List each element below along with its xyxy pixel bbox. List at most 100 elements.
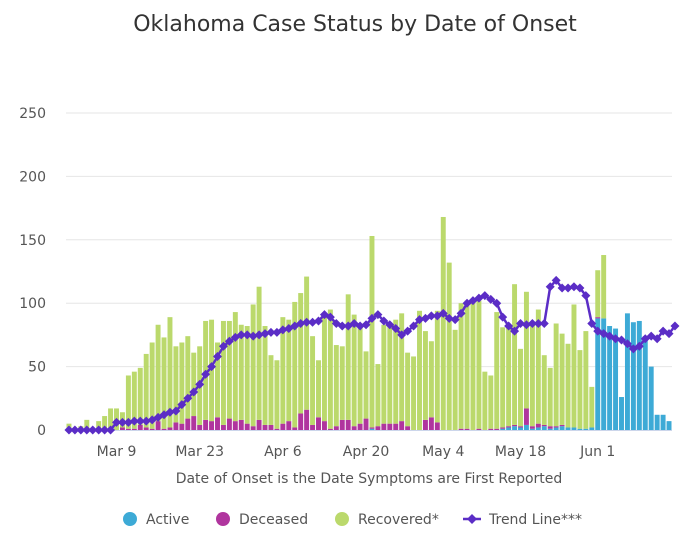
bar-deceased (422, 419, 428, 430)
trend-marker (456, 308, 466, 318)
bar-deceased (547, 426, 553, 429)
y-tick-label: 0 (37, 423, 46, 439)
bar-deceased (256, 419, 262, 430)
trend-marker (545, 282, 555, 292)
trend-marker (581, 291, 591, 301)
bar-deceased (220, 424, 226, 430)
bar-deceased (351, 426, 357, 430)
bar-deceased (179, 423, 185, 430)
trend-marker (260, 329, 270, 339)
bar-recovered (262, 326, 268, 425)
bar-active (619, 397, 624, 430)
trend-marker (296, 318, 306, 328)
trend-marker (207, 362, 217, 372)
bar-recovered (458, 303, 464, 429)
bar-active (535, 427, 541, 430)
trend-marker (189, 387, 199, 397)
legend-label: Deceased (239, 512, 308, 528)
bar-active (553, 427, 559, 430)
bar-recovered (553, 323, 559, 427)
trend-marker (438, 308, 448, 318)
bar-recovered (381, 324, 387, 424)
bar-recovered (280, 317, 286, 424)
trend-marker (527, 318, 537, 328)
chart-title: Oklahoma Case Status by Date of Onset (133, 12, 577, 37)
legend-circle-icon (123, 512, 137, 526)
bar-recovered (565, 343, 571, 428)
trend-marker (141, 416, 151, 426)
trend-marker (492, 298, 502, 308)
legend-item[interactable]: Active (123, 512, 189, 528)
x-tick-label: Mar 23 (175, 444, 224, 460)
y-tick-label: 50 (28, 360, 46, 376)
bar-recovered (476, 300, 482, 429)
y-axis-ticks: 0 50 100 150 200 250 (19, 106, 46, 439)
trend-marker (397, 330, 407, 340)
bar-deceased (381, 423, 387, 430)
bar-recovered (339, 346, 345, 420)
bars (66, 216, 672, 430)
bar-active (500, 428, 506, 430)
bar-deceased (464, 428, 470, 430)
bar-recovered (411, 356, 417, 430)
bar-recovered (84, 419, 90, 430)
bar-recovered (125, 375, 131, 429)
bar-deceased (529, 426, 535, 429)
legend-label: Active (146, 512, 189, 528)
trend-marker (367, 313, 377, 323)
trend-marker (82, 425, 92, 435)
trend-marker (575, 283, 585, 293)
trend-marker (622, 339, 632, 349)
y-tick-label: 250 (19, 106, 46, 122)
bar-deceased (215, 417, 220, 430)
bar-recovered (250, 304, 256, 427)
x-tick-label: Apr 6 (264, 444, 302, 460)
legend-item[interactable]: Deceased (216, 512, 308, 528)
bar-recovered (232, 312, 238, 422)
bar-recovered (298, 293, 304, 414)
bar-recovered (191, 352, 197, 417)
bar-deceased (286, 421, 292, 430)
bar-recovered (179, 342, 185, 424)
bar-recovered (523, 291, 529, 409)
bar-recovered (226, 320, 232, 419)
bar-recovered (464, 300, 470, 429)
trend-marker (177, 400, 187, 410)
bar-recovered (310, 336, 316, 425)
legend-item[interactable]: Recovered* (335, 512, 439, 528)
bar-deceased (250, 426, 256, 430)
trend-marker (373, 310, 383, 320)
x-tick-label: Mar 9 (97, 444, 137, 460)
legend-label: Recovered* (358, 512, 439, 528)
bar-active (624, 313, 630, 430)
bar-recovered (452, 329, 458, 430)
bar-recovered (102, 416, 108, 430)
bar-active (547, 428, 553, 430)
trend-marker (444, 313, 454, 323)
legend-item[interactable]: Trend Line*** (463, 512, 582, 528)
bar-recovered (173, 346, 179, 423)
bar-recovered (137, 367, 143, 425)
bar-deceased (476, 428, 482, 430)
bar-recovered (535, 309, 541, 424)
bar-recovered (143, 353, 149, 428)
bar-recovered (292, 301, 298, 428)
trend-marker (426, 311, 436, 321)
bar-deceased (327, 428, 333, 430)
y-tick-label: 150 (19, 233, 46, 249)
bar-recovered (351, 314, 357, 427)
legend-diamond-icon (467, 514, 477, 524)
bar-recovered (589, 386, 595, 428)
y-tick-label: 100 (19, 296, 46, 312)
bar-recovered (274, 360, 280, 429)
trend-marker (415, 315, 424, 325)
trend-marker (611, 334, 621, 344)
trend-marker (480, 291, 490, 301)
trend-marker (135, 416, 145, 426)
trend-marker (516, 318, 525, 328)
bar-deceased (375, 426, 381, 430)
bar-deceased (345, 419, 351, 430)
bar-recovered (482, 371, 488, 430)
bar-recovered (185, 336, 191, 419)
